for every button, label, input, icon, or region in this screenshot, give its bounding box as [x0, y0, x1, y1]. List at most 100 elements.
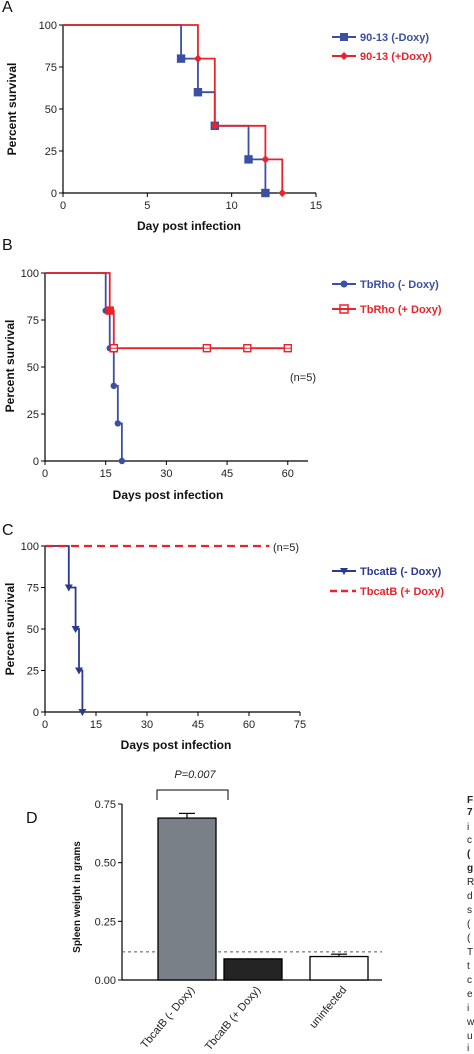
x-tick-label: 15 [100, 468, 112, 480]
y-tick-label: 75 [27, 315, 39, 327]
y-tick-label: 75 [45, 62, 57, 74]
diamond-marker-icon [340, 52, 348, 60]
x-tick-label: 45 [192, 719, 204, 731]
panel-c-legend: TbcatB (- Doxy) TbcatB (+ Doxy) [330, 566, 444, 598]
panel-a-plot: 0 25 50 75 100 0 5 10 15 [39, 20, 322, 212]
x-tick-label: 0 [42, 468, 48, 480]
caption-fragment: w [466, 1017, 474, 1028]
caption-fragment: c [467, 975, 472, 986]
x-tick-label: 60 [243, 719, 255, 731]
x-tick-label: 0 [42, 719, 48, 731]
caption-fragment: u [467, 1031, 473, 1042]
y-tick-label: 0.50 [95, 858, 116, 870]
panel-b-y-axis-label: Percent survival [3, 320, 17, 413]
data-point-marker [110, 382, 117, 389]
y-tick-label: 25 [45, 146, 57, 158]
panel-a-label: A [2, 0, 13, 16]
x-tick-label: 5 [144, 200, 150, 212]
panel-d: D 0.00 0.25 0.50 0.75 TbcatB (- Doxy) TbcatB … [26, 769, 382, 1053]
y-tick-label: 0.00 [95, 975, 116, 987]
data-point-marker [75, 667, 83, 675]
x-tick-label: 15 [310, 200, 322, 212]
panel-b: B 0 25 50 75 100 0 15 30 45 60 Percent survival D… [2, 237, 442, 502]
square-marker-icon [339, 304, 349, 314]
panel-a-x-axis-label: Day post infection [137, 219, 241, 233]
y-tick-label: 50 [27, 362, 39, 374]
panel-b-x-axis-label: Days post infection [113, 488, 224, 502]
y-tick-label: 0.25 [95, 916, 116, 928]
x-tick-label: 10 [226, 200, 238, 212]
y-tick-label: 50 [45, 104, 57, 116]
caption-fragment: g [467, 863, 473, 874]
panel-c-annotation: (n=5) [273, 542, 299, 554]
bar [309, 955, 369, 981]
panel-a-legend-series-2: 90-13 (+Doxy) [360, 51, 432, 63]
panel-d-label: D [26, 810, 38, 827]
survival-curve-1 [63, 24, 267, 193]
bar [223, 958, 283, 981]
caption-fragment: i [467, 1003, 469, 1014]
y-tick-label: 75 [27, 583, 39, 595]
x-tick-label: TbcatB (+ Doxy) [203, 984, 263, 1053]
bar [157, 817, 217, 981]
caption-fragment: ( [467, 933, 471, 944]
panel-c-legend-series-2: TbcatB (+ Doxy) [360, 586, 444, 598]
y-tick-label: 0 [33, 707, 39, 719]
panel-b-legend-series-2: TbRho (+ Doxy) [360, 304, 442, 316]
panel-d-plot: 0.00 0.25 0.50 0.75 TbcatB (- Doxy) TbcatB (+… [95, 769, 382, 1053]
x-tick-label: TbcatB (- Doxy) [139, 984, 198, 1051]
panel-c-x-axis-label: Days post infection [121, 738, 232, 752]
y-tick-label: 0 [51, 188, 57, 200]
significance-label: P=0.007 [174, 769, 216, 781]
panel-c-legend-series-1: TbcatB (- Doxy) [360, 566, 442, 578]
caption-fragment: i [467, 822, 469, 833]
panel-c: C 0 25 50 75 100 0 15 30 45 60 75 Percent survival… [2, 522, 444, 752]
data-point-marker [176, 54, 186, 63]
data-point-marker [114, 420, 122, 427]
panel-b-plot: 0 25 50 75 100 0 15 30 45 60 [21, 268, 308, 480]
caption-fragment: R [467, 877, 474, 888]
panel-a-legend-series-1: 90-13 (-Doxy) [360, 32, 429, 44]
caption-fragment: s [467, 905, 472, 916]
panel-b-legend: TbRho (- Doxy) TbRho (+ Doxy) [332, 279, 442, 316]
y-tick-label: 0.75 [95, 799, 116, 811]
caption-fragment: T [467, 947, 473, 958]
data-point-marker [78, 709, 87, 716]
x-tick-label: 75 [294, 719, 306, 731]
panel-c-y-axis-label: Percent survival [3, 583, 17, 676]
panel-b-legend-series-1: TbRho (- Doxy) [360, 279, 439, 291]
x-tick-label: 30 [141, 719, 153, 731]
x-tick-label: 0 [60, 200, 66, 212]
triangle-down-marker-icon [340, 568, 348, 575]
x-tick-label: 45 [221, 468, 233, 480]
survival-curve-2 [63, 24, 284, 193]
y-tick-label: 100 [21, 541, 39, 553]
panel-d-y-axis-label: Spleen weight in grams [72, 841, 83, 953]
panel-b-label: B [2, 237, 13, 254]
caption-fragment: d [467, 891, 473, 902]
x-tick-label: 30 [160, 468, 172, 480]
caption-fragment: F [467, 795, 473, 806]
y-tick-label: 100 [21, 268, 39, 280]
caption-fragment: 7 [467, 807, 473, 818]
significance-bracket [156, 789, 229, 800]
square-marker-icon [340, 33, 348, 41]
survival-curve-2 [45, 272, 288, 350]
caption-fragment: e [467, 989, 473, 1000]
panel-c-label: C [2, 522, 14, 539]
data-point-marker [64, 584, 73, 592]
y-tick-label: 25 [27, 409, 39, 421]
caption-fragment: ( [467, 919, 471, 930]
data-point-marker [193, 87, 203, 97]
caption-fragment: ( [467, 849, 471, 860]
panel-a: A 0 25 50 75 100 0 5 10 15 Percent survival Day … [2, 0, 432, 233]
data-point-marker [193, 54, 202, 63]
y-tick-label: 25 [27, 666, 39, 678]
panel-a-legend: 90-13 (-Doxy) 90-13 (+Doxy) [332, 32, 432, 63]
x-tick-label: 15 [90, 719, 102, 731]
panel-a-y-axis-label: Percent survival [5, 63, 19, 156]
data-point-marker [118, 457, 126, 465]
data-point-marker [261, 155, 270, 164]
data-point-marker [244, 155, 253, 164]
